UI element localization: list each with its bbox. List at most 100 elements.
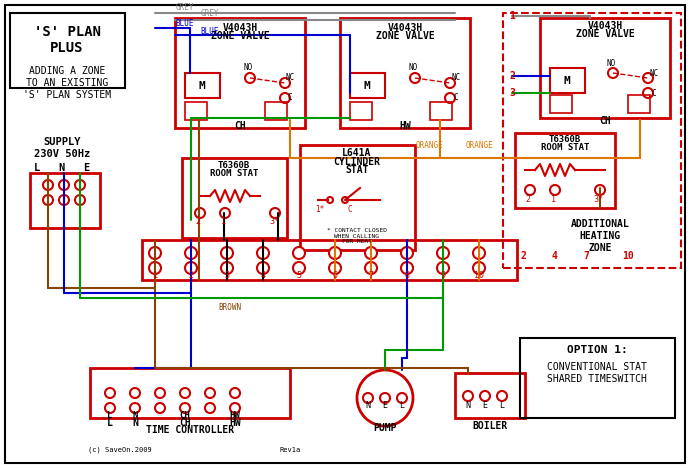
Circle shape — [280, 78, 290, 88]
Circle shape — [155, 388, 165, 398]
Circle shape — [185, 262, 197, 274]
Circle shape — [59, 195, 69, 205]
Text: 2: 2 — [526, 196, 531, 205]
Text: 8: 8 — [404, 271, 409, 279]
Text: T6360B: T6360B — [218, 161, 250, 170]
Text: ORANGE: ORANGE — [466, 141, 494, 151]
Text: 1: 1 — [221, 218, 226, 227]
Text: 'S' PLAN
PLUS: 'S' PLAN PLUS — [34, 25, 101, 55]
Bar — [350, 73, 385, 98]
Text: L: L — [107, 418, 113, 428]
Text: ZONE VALVE: ZONE VALVE — [375, 31, 435, 41]
Circle shape — [437, 247, 449, 259]
Text: BLUE: BLUE — [201, 27, 219, 36]
Text: CH: CH — [179, 418, 191, 428]
Text: OPTION 1:: OPTION 1: — [566, 345, 627, 355]
Text: 9: 9 — [440, 271, 446, 279]
Circle shape — [437, 262, 449, 274]
Circle shape — [410, 73, 420, 83]
Circle shape — [380, 393, 390, 403]
Text: HW: HW — [230, 411, 240, 421]
Bar — [142, 240, 517, 280]
Text: NO: NO — [244, 64, 253, 73]
Circle shape — [130, 403, 140, 413]
Text: L: L — [108, 411, 112, 421]
Text: V4043H: V4043H — [387, 23, 422, 33]
Bar — [90, 368, 290, 418]
Circle shape — [155, 403, 165, 413]
Text: E: E — [382, 402, 388, 410]
Circle shape — [365, 262, 377, 274]
Text: ZONE VALVE: ZONE VALVE — [575, 29, 634, 39]
Circle shape — [397, 393, 407, 403]
Text: 2: 2 — [195, 218, 201, 227]
Text: C: C — [288, 94, 293, 102]
Text: (c) SaveOn.2009: (c) SaveOn.2009 — [88, 447, 152, 453]
Circle shape — [473, 262, 485, 274]
Bar — [503, 13, 681, 268]
Text: 1: 1 — [152, 271, 157, 279]
Circle shape — [105, 403, 115, 413]
Circle shape — [595, 185, 605, 195]
Circle shape — [293, 262, 305, 274]
Text: ROOM STAT: ROOM STAT — [210, 169, 258, 178]
Circle shape — [75, 195, 85, 205]
Text: 3*: 3* — [269, 218, 279, 227]
Circle shape — [105, 388, 115, 398]
Circle shape — [329, 247, 341, 259]
Text: 7: 7 — [583, 251, 589, 261]
Text: L: L — [500, 401, 504, 410]
Circle shape — [643, 88, 653, 98]
Text: NO: NO — [408, 64, 417, 73]
Text: 5: 5 — [297, 271, 302, 279]
Bar — [185, 102, 207, 120]
Circle shape — [130, 388, 140, 398]
Text: ORANGE: ORANGE — [416, 141, 444, 151]
Circle shape — [480, 391, 490, 401]
Text: CYLINDER: CYLINDER — [333, 157, 380, 167]
Bar — [300, 145, 415, 250]
Text: 7: 7 — [368, 271, 373, 279]
Text: GREY: GREY — [176, 2, 195, 12]
Text: CH: CH — [179, 411, 190, 421]
Bar — [185, 73, 220, 98]
Bar — [455, 373, 525, 418]
Text: 2: 2 — [188, 271, 193, 279]
Bar — [515, 133, 615, 208]
Bar — [175, 18, 305, 128]
Circle shape — [149, 262, 161, 274]
Text: CONVENTIONAL STAT
SHARED TIMESWITCH: CONVENTIONAL STAT SHARED TIMESWITCH — [547, 362, 647, 384]
Text: L: L — [400, 402, 404, 410]
Text: M: M — [199, 81, 206, 91]
Text: N: N — [466, 401, 471, 410]
Text: 1: 1 — [509, 11, 515, 21]
Circle shape — [180, 388, 190, 398]
Bar — [30, 173, 100, 228]
Bar — [540, 18, 670, 118]
Circle shape — [75, 180, 85, 190]
Text: 3: 3 — [509, 88, 515, 98]
Circle shape — [230, 403, 240, 413]
Bar — [350, 102, 372, 120]
Text: V4043H: V4043H — [587, 21, 622, 31]
Text: E: E — [482, 401, 488, 410]
Text: STAT: STAT — [345, 165, 368, 175]
Circle shape — [357, 370, 413, 426]
Circle shape — [463, 391, 473, 401]
Circle shape — [445, 78, 455, 88]
Circle shape — [43, 180, 53, 190]
Text: ADDING A ZONE
TO AN EXISTING
'S' PLAN SYSTEM: ADDING A ZONE TO AN EXISTING 'S' PLAN SY… — [23, 66, 111, 100]
Circle shape — [185, 247, 197, 259]
Circle shape — [643, 73, 653, 83]
Circle shape — [230, 388, 240, 398]
Circle shape — [342, 197, 348, 203]
Circle shape — [550, 185, 560, 195]
Text: SUPPLY
230V 50Hz: SUPPLY 230V 50Hz — [34, 137, 90, 159]
Circle shape — [221, 247, 233, 259]
Text: 3*: 3* — [593, 196, 603, 205]
Text: ROOM STAT: ROOM STAT — [541, 144, 589, 153]
Circle shape — [363, 393, 373, 403]
Circle shape — [205, 388, 215, 398]
Text: M: M — [364, 81, 371, 91]
Circle shape — [473, 247, 485, 259]
